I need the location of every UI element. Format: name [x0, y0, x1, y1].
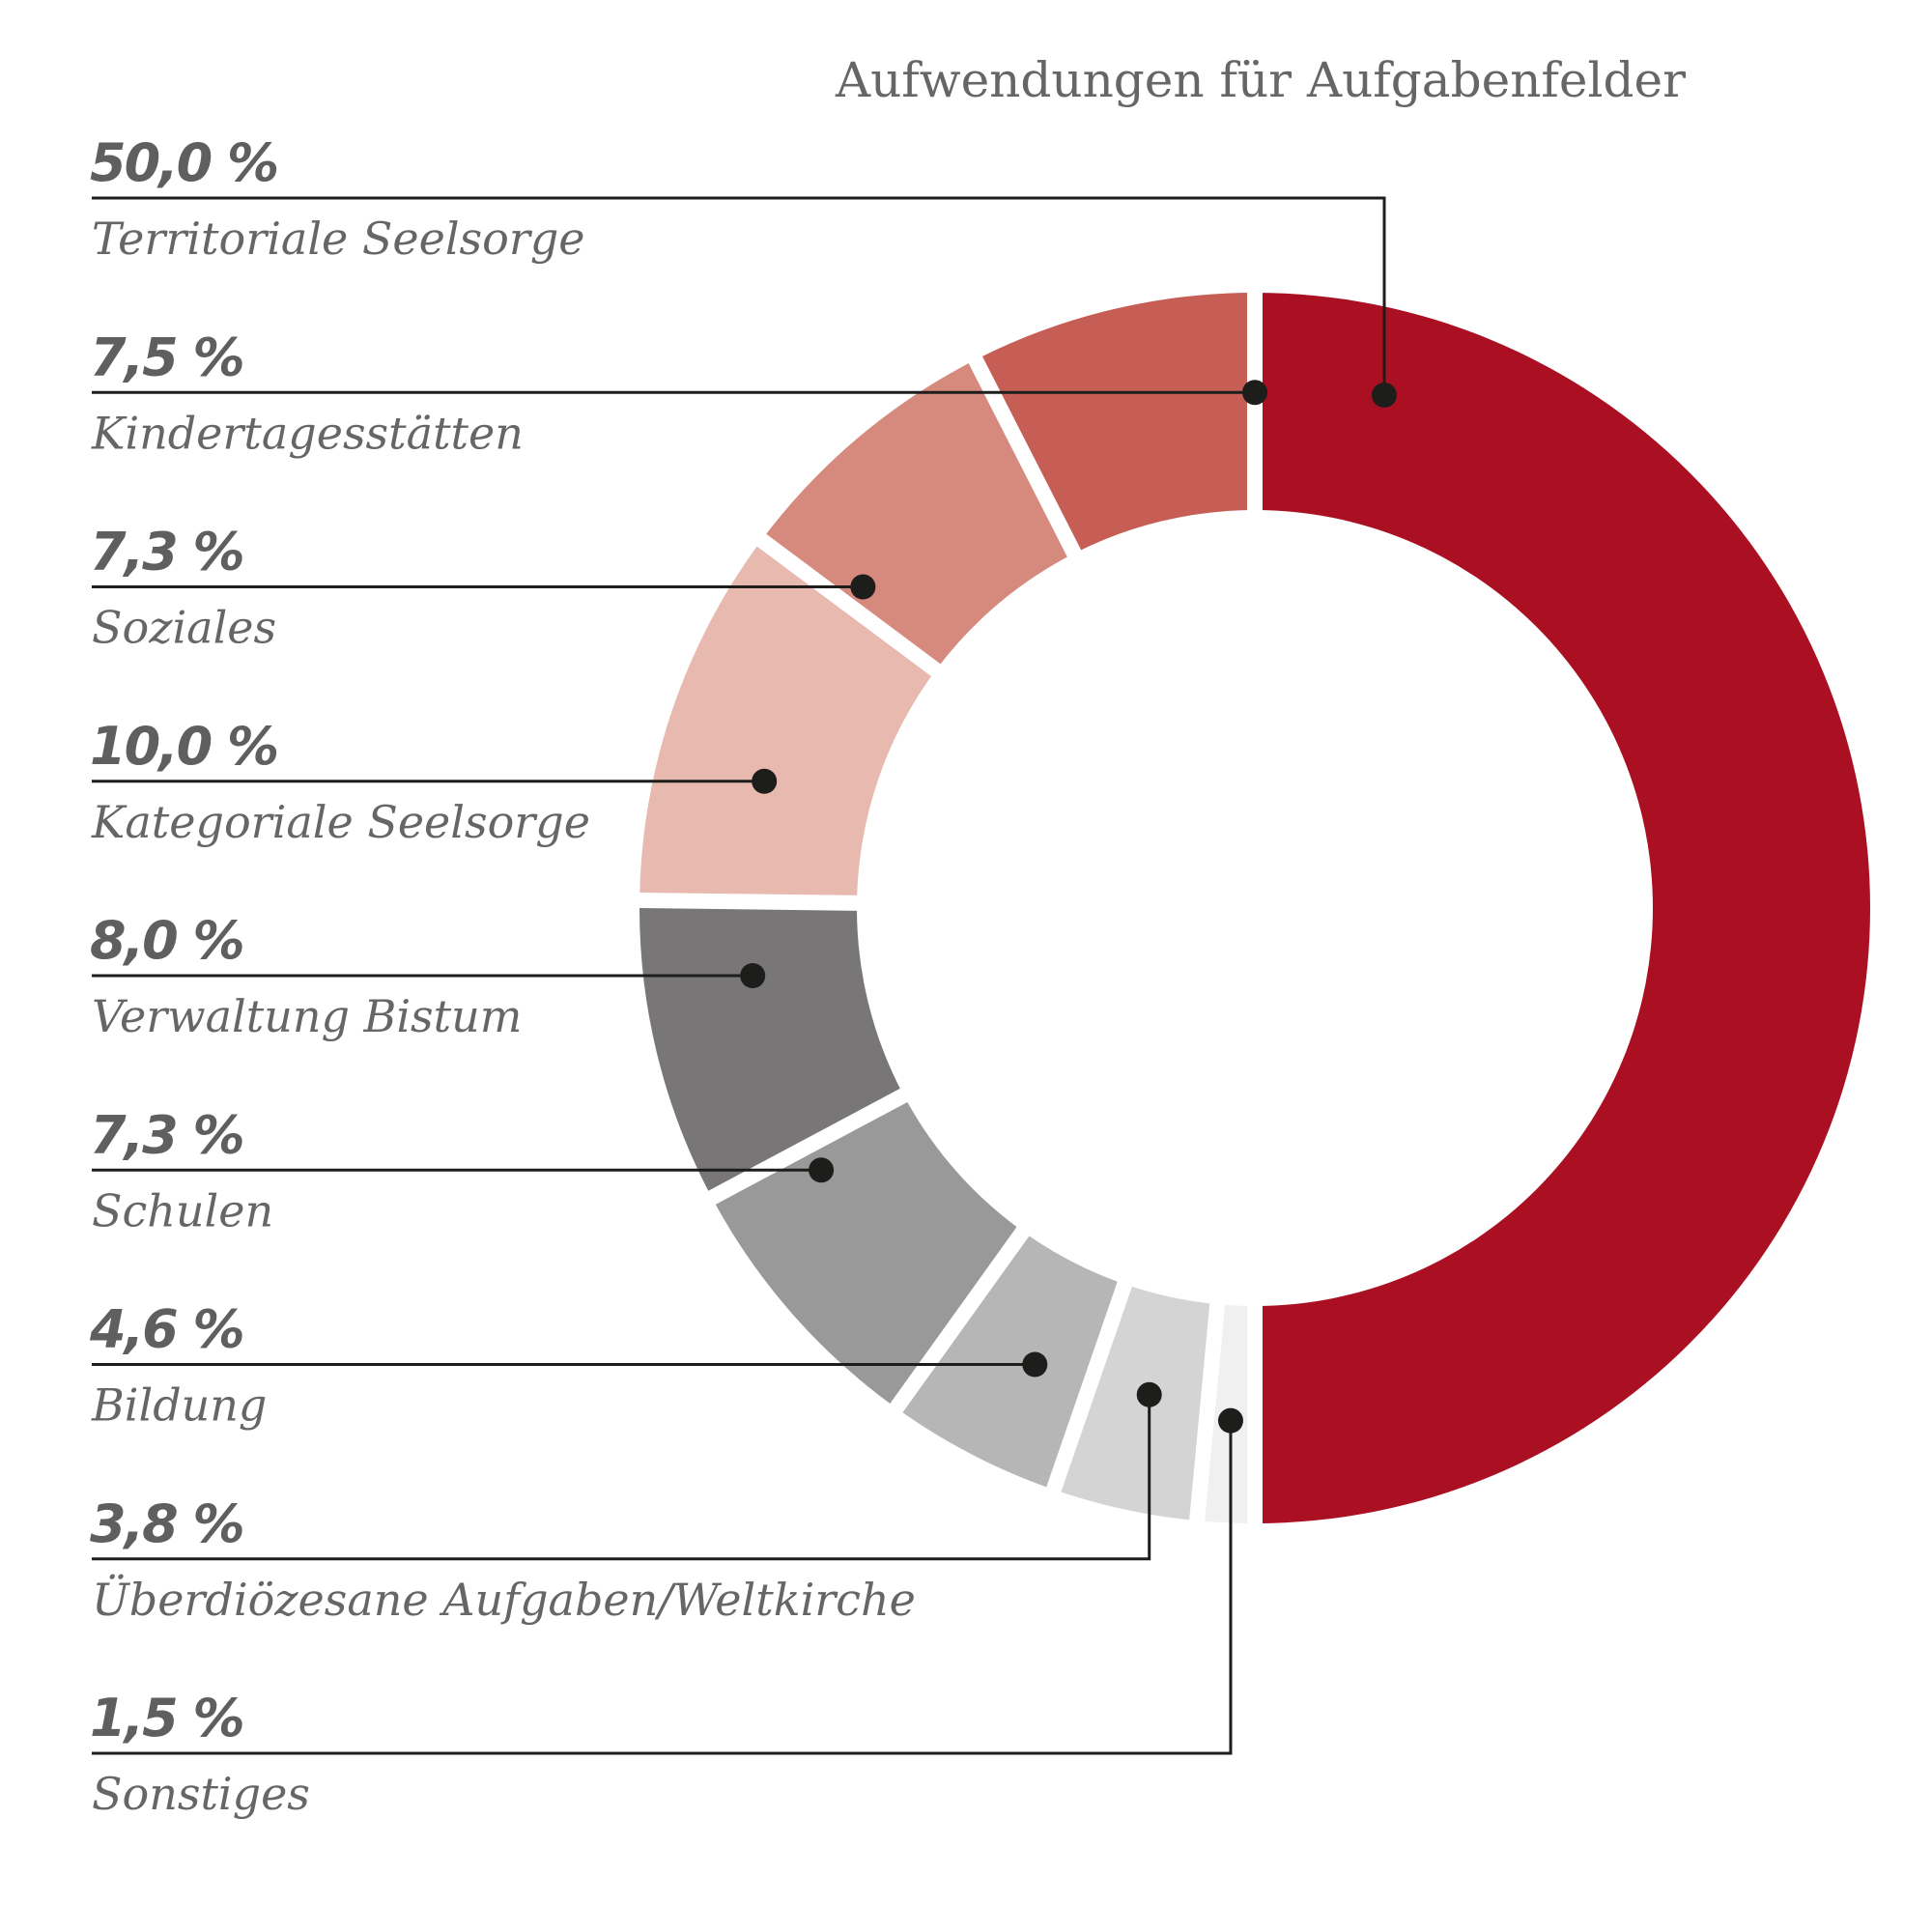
value-label: 7,3 %	[90, 522, 243, 582]
legend-item-bildung: 4,6 % Bildung	[89, 1299, 1048, 1432]
leader-dot	[1217, 1407, 1243, 1434]
leader-line	[92, 196, 1386, 395]
slice-bildung	[895, 1231, 1125, 1491]
slice-gap	[1188, 1293, 1227, 1531]
leader-line	[92, 1394, 1151, 1561]
legend-labels: 50,0 % Territoriale Seelsorge 7,5 % Kindert…	[89, 132, 1397, 1820]
value-label: 7,5 %	[90, 327, 243, 387]
chart-title: Aufwendungen für Aufgabenfelder	[835, 52, 1686, 108]
category-label: Überdiözesane Aufgaben/Weltkirche	[92, 1573, 916, 1626]
slice-gap	[964, 347, 1086, 566]
slice-gap	[1042, 1272, 1136, 1502]
legend-item-sonstiges: 1,5 % Sonstiges	[90, 1407, 1243, 1820]
legend-item-kategoriale-seelsorge: 10,0 % Kategoriale Seelsorge	[90, 716, 778, 848]
slice-gap	[749, 527, 949, 683]
leader-dot	[1242, 380, 1267, 406]
category-label: Soziales	[92, 602, 276, 654]
category-label: Kategoriale Seelsorge	[91, 796, 590, 848]
legend-item-ueberdioezesane-aufgaben-weltkirche: 3,8 % Überdiözesane Aufgaben/Weltkirche	[90, 1381, 1162, 1626]
legend-item-soziales: 7,3 % Soziales	[90, 522, 876, 654]
category-label: Bildung	[91, 1379, 267, 1432]
slice-gap	[629, 892, 867, 911]
slice-gap	[884, 1219, 1036, 1421]
leader-dot	[1022, 1351, 1048, 1378]
value-label: 1,5 %	[90, 1688, 243, 1748]
value-label: 50,0 %	[90, 132, 277, 193]
legend-item-schulen: 7,3 % Schulen	[90, 1104, 835, 1236]
slice-gap	[699, 1084, 917, 1209]
slice-ueberdioezesane-aufgaben-weltkirche	[1053, 1284, 1218, 1521]
value-label: 4,6 %	[89, 1299, 243, 1360]
leader-dot	[752, 768, 778, 794]
category-label: Verwaltung Bistum	[92, 990, 522, 1042]
legend-item-kindertagesstaetten: 7,5 % Kindertagesstätten	[90, 327, 1267, 459]
slice-kategoriale-seelsorge	[639, 540, 936, 903]
leader-dot	[809, 1157, 835, 1183]
legend-item-verwaltung-bistum: 8,0 % Verwaltung Bistum	[90, 910, 766, 1042]
leader-dot	[740, 963, 766, 988]
leader-dot	[1136, 1381, 1162, 1407]
legend-item-territoriale-seelsorge: 50,0 % Territoriale Seelsorge	[90, 132, 1397, 408]
value-label: 8,0 %	[90, 910, 243, 971]
value-label: 7,3 %	[90, 1104, 243, 1165]
value-label: 3,8 %	[90, 1493, 243, 1554]
leader-line	[92, 1420, 1233, 1755]
slice-territoriale-seelsorge	[1255, 293, 1870, 1523]
value-label: 10,0 %	[90, 716, 277, 777]
category-label: Kindertagesstätten	[91, 407, 524, 459]
category-label: Sonstiges	[92, 1768, 310, 1820]
category-label: Territoriale Seelsorge	[92, 213, 585, 265]
leader-dot	[1372, 383, 1397, 408]
leader-dot	[850, 574, 876, 600]
category-label: Schulen	[92, 1184, 273, 1236]
